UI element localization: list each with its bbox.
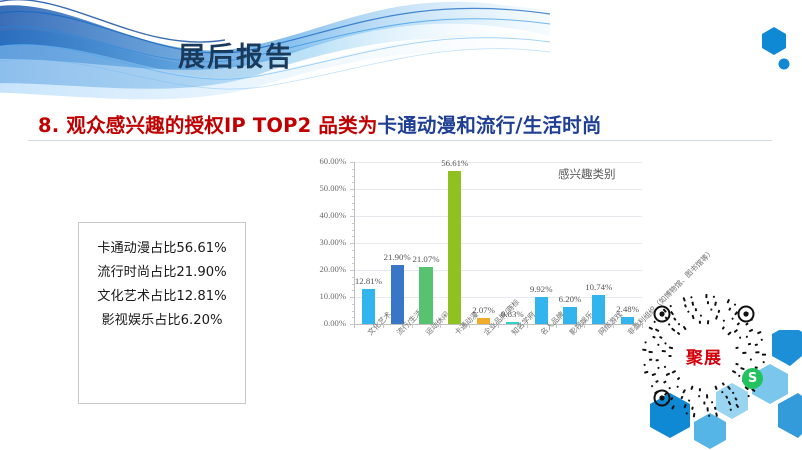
- x-axis-tick: [613, 324, 615, 328]
- y-axis-minor-tick: [351, 236, 354, 238]
- y-axis-tick-label: 30.00%: [319, 237, 347, 247]
- y-axis-minor-tick: [351, 202, 354, 204]
- bar-value-label: 21.90%: [383, 251, 411, 262]
- chart-bar: [620, 317, 635, 324]
- bar-value-label: 12.81%: [354, 276, 382, 287]
- y-axis-minor-tick: [351, 189, 354, 190]
- chart-gridline: [354, 216, 642, 217]
- chart-bar: [476, 318, 491, 324]
- y-axis-tick-label: 10.00%: [319, 291, 347, 301]
- wechat-miniprogram-badge: S: [742, 368, 763, 389]
- hexagon-decoration-top-right: [762, 27, 790, 70]
- callout-line: 影视娱乐占比6.20%: [101, 313, 223, 328]
- y-axis-minor-tick: [351, 317, 354, 319]
- x-axis-tick: [354, 324, 355, 328]
- qr-brand-label: 聚展: [686, 348, 722, 369]
- y-axis-minor-tick: [351, 162, 354, 163]
- y-axis-minor-tick: [351, 276, 354, 278]
- y-axis-line: [354, 162, 355, 324]
- y-axis-minor-tick: [351, 256, 354, 258]
- chart-gridline: [354, 270, 642, 271]
- chart-plot-area: 0.00% 10.00% 20.00% 30.00% 40.00% 50.00% 60.00…: [320, 156, 716, 337]
- chart-bar: [390, 264, 404, 324]
- y-axis-minor-tick: [351, 310, 354, 312]
- chart-bar: [534, 297, 548, 324]
- x-axis-tick: [498, 324, 499, 328]
- chart-title: 感兴趣类别: [558, 167, 616, 181]
- chart-bar: [563, 307, 577, 324]
- section-heading: 8. 观众感兴趣的授权IP TOP2 品类为卡通动漫和流行/生活时尚: [38, 109, 602, 138]
- y-axis-tick-label: 60.00%: [319, 156, 347, 166]
- y-axis-minor-tick: [351, 324, 354, 325]
- interest-category-bar-chart: 感兴趣类别 0.00% 10.00% 20.00% 30.00% 40.00% 50.00…: [300, 152, 716, 337]
- bar-value-label: 6.20%: [558, 294, 582, 305]
- header-wave-decoration: [0, 0, 550, 104]
- summary-callout-box: 卡通动漫占比56.61% 流行时尚占比21.90% 文化艺术占比12.81% 影视娱乐…: [78, 222, 246, 404]
- bar-value-label: 0.83%: [501, 308, 524, 319]
- y-axis-minor-tick: [351, 263, 354, 265]
- y-axis-minor-tick: [351, 249, 354, 251]
- bar-value-label: 56.61%: [441, 158, 469, 169]
- x-axis-tick: [382, 324, 384, 328]
- chart-gridline: [354, 297, 642, 298]
- page-title: 展后报告: [178, 42, 294, 73]
- heading-red-text: 8. 观众感兴趣的授权IP TOP2 品类为: [38, 114, 378, 137]
- y-axis-tick-label: 50.00%: [319, 183, 347, 193]
- chart-bar: [505, 321, 519, 324]
- y-axis-minor-tick: [351, 283, 354, 285]
- y-axis-minor-tick: [351, 290, 354, 292]
- y-axis-minor-tick: [351, 168, 354, 170]
- y-axis-minor-tick: [351, 297, 354, 298]
- bar-value-label: 2.48%: [616, 304, 639, 315]
- chart-gridline: [354, 189, 642, 190]
- heading-blue-text: 卡通动漫和流行/生活时尚: [377, 114, 602, 137]
- callout-line: 流行时尚占比21.90%: [97, 265, 227, 280]
- bar-value-label: 10.74%: [585, 282, 613, 292]
- y-axis-tick-label: 40.00%: [319, 210, 347, 220]
- bar-value-label: 21.07%: [412, 254, 440, 265]
- y-axis-minor-tick: [351, 182, 354, 184]
- y-axis-minor-tick: [351, 243, 354, 244]
- y-axis-tick-label: 20.00%: [319, 264, 347, 274]
- chart-bar: [448, 171, 462, 324]
- y-axis-minor-tick: [351, 270, 354, 271]
- chart-gridline: [354, 162, 642, 163]
- y-axis-tick-label: 0.00%: [323, 318, 346, 328]
- x-axis-tick: [440, 324, 442, 328]
- x-axis-tick: [469, 324, 471, 328]
- heading-divider: [28, 140, 772, 141]
- y-axis-minor-tick: [351, 195, 354, 197]
- y-axis-minor-tick: [351, 175, 354, 177]
- callout-line: 文化艺术占比12.81%: [97, 289, 227, 304]
- x-axis-tick: [642, 324, 643, 328]
- y-axis-minor-tick: [351, 303, 354, 305]
- y-axis-minor-tick: [351, 222, 354, 224]
- qr-code-watermark: 聚展: [638, 290, 770, 422]
- bar-value-label: 9.92%: [529, 284, 553, 295]
- x-axis-tick: [411, 324, 413, 328]
- y-axis-minor-tick: [351, 209, 354, 211]
- x-axis-tick: [526, 324, 528, 328]
- y-axis-minor-tick: [351, 216, 354, 217]
- x-axis-tick: [555, 324, 557, 328]
- bar-value-label: 2.07%: [472, 305, 495, 316]
- qr-dot-pattern: [642, 293, 767, 418]
- y-axis-minor-tick: [351, 229, 354, 231]
- x-axis-tick: [584, 324, 586, 328]
- chart-bar: [361, 289, 375, 324]
- chart-bar: [419, 267, 433, 324]
- chart-bar: [592, 295, 606, 324]
- callout-line: 卡通动漫占比56.61%: [97, 241, 227, 256]
- chart-gridline: [354, 243, 642, 244]
